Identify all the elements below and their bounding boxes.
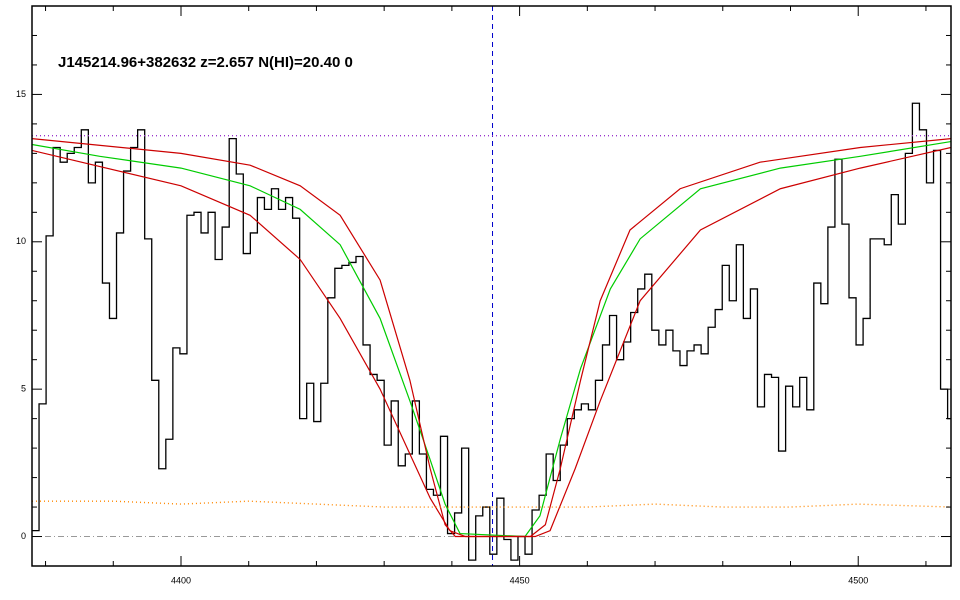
- y-tick-label: 5: [21, 384, 26, 394]
- chart-title: J145214.96+382632 z=2.657 N(HI)=20.40 0: [58, 54, 353, 71]
- x-tick-label: 4400: [171, 575, 191, 585]
- model-line: [32, 500, 951, 508]
- y-tick-label: 15: [16, 89, 26, 99]
- plot-frame: [31, 5, 952, 567]
- plot-area: [32, 6, 951, 566]
- y-tick-label: 0: [21, 531, 26, 541]
- model-line: [32, 140, 951, 538]
- y-tick-label: 10: [16, 236, 26, 246]
- model-line: [32, 146, 951, 538]
- flux-line: [32, 102, 951, 561]
- x-tick-label: 4450: [510, 575, 530, 585]
- x-tick-label: 4500: [848, 575, 868, 585]
